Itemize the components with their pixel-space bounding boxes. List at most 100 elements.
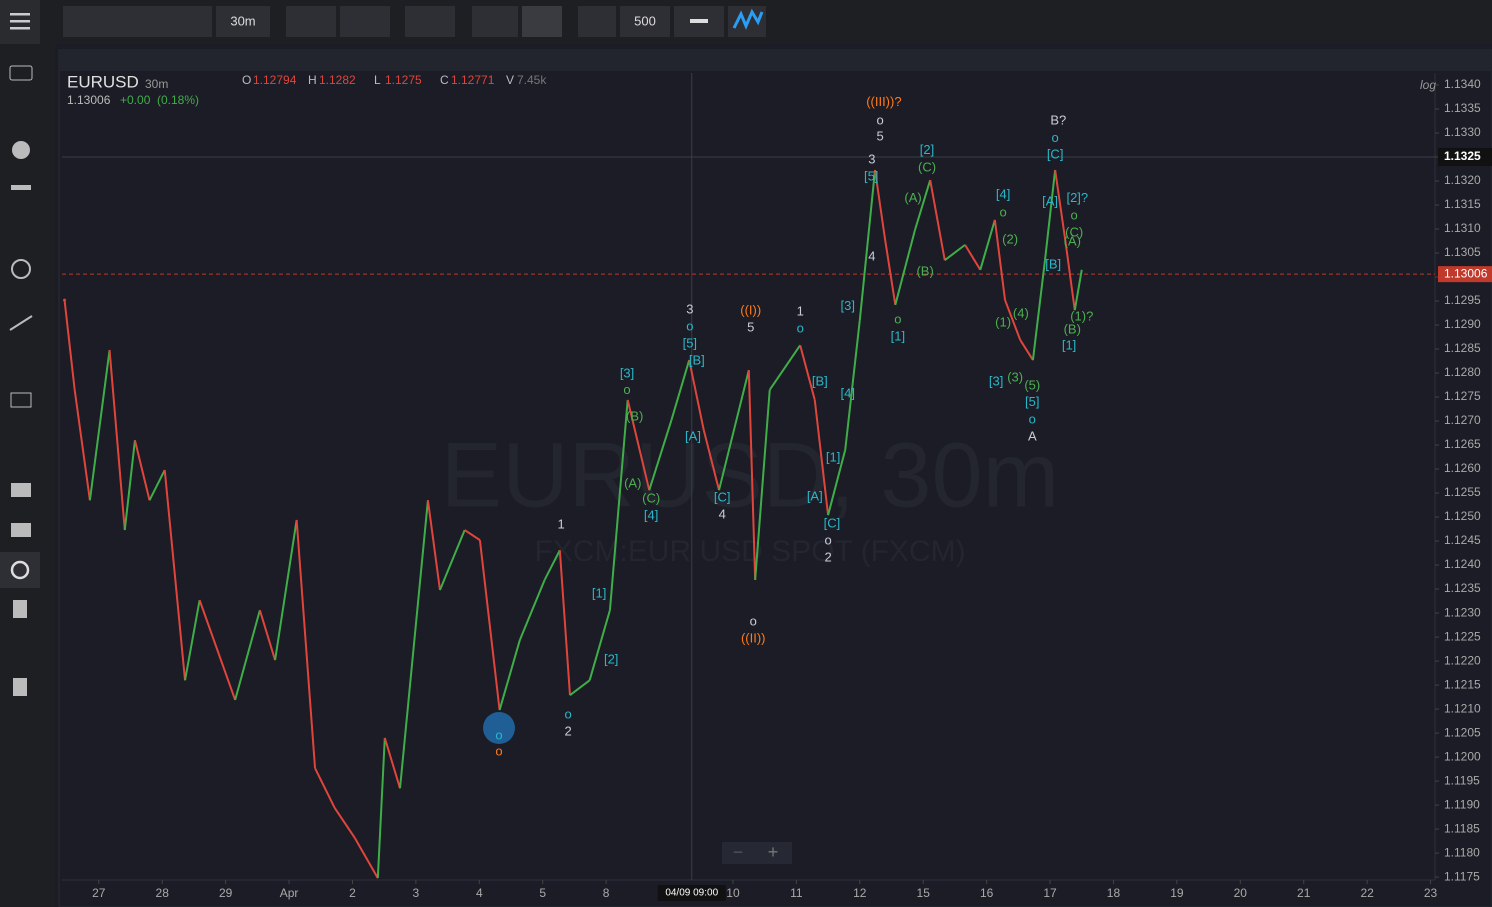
price-segment: [63, 299, 76, 390]
icon: [10, 13, 30, 16]
y-tick-label: 1.1315: [1444, 197, 1481, 211]
tool[interactable]: [13, 600, 27, 618]
wave-label: ((II)): [741, 630, 766, 645]
x-tick-label: 3: [413, 886, 420, 900]
wave-label: [C]: [824, 516, 841, 531]
x-tick-label: 16: [980, 886, 994, 900]
y-tick-label: 1.1185: [1444, 821, 1480, 835]
price-segment: [1004, 299, 1022, 341]
y-tick-label: 1.1320: [1444, 173, 1481, 187]
x-tick-label: 21: [1297, 886, 1311, 900]
price-segment: [163, 469, 187, 681]
symbol-interval: 30m: [145, 77, 168, 91]
y-tick-label: 1.1240: [1444, 557, 1481, 571]
price-segment: [123, 440, 136, 531]
wave-label: [3]: [841, 298, 855, 313]
candle-button[interactable]: [286, 6, 336, 37]
tool[interactable]: [10, 392, 32, 408]
y-tick-label: 1.1340: [1444, 77, 1481, 91]
watermark-sub: FXCM:EUR USD SPOT (FXCM): [534, 535, 965, 568]
zoom-controls[interactable]: [722, 842, 792, 864]
wave-label: o: [876, 112, 883, 127]
wave-label: 5: [876, 128, 883, 143]
chart-type-button[interactable]: [340, 6, 390, 37]
icon: [732, 8, 764, 30]
wave-label: (1): [995, 315, 1011, 330]
link-button[interactable]: [522, 6, 562, 37]
tool[interactable]: [11, 483, 31, 497]
wave-label: o: [623, 382, 630, 397]
price-segment: [754, 389, 771, 581]
panel-header: [60, 51, 1492, 71]
tool[interactable]: [9, 315, 33, 331]
last-price-box: [1438, 266, 1492, 283]
x-tick-label: 29: [219, 886, 233, 900]
tool[interactable]: [11, 523, 31, 537]
wave-label: o: [1071, 207, 1078, 222]
y-tick-label: 1.1260: [1444, 461, 1481, 475]
wave-label: (1)?: [1070, 308, 1093, 323]
ohlc-value: 1.12771: [451, 73, 495, 87]
y-tick-label: 1.1245: [1444, 533, 1481, 547]
tool[interactable]: [9, 65, 33, 81]
symbol-search[interactable]: [63, 6, 212, 37]
wave-label: (B): [626, 409, 643, 424]
bars-button[interactable]: [620, 6, 670, 37]
x-tick-label: 11: [790, 886, 803, 900]
zoom-in[interactable]: +: [768, 842, 779, 862]
price-segment: [426, 500, 441, 591]
price-segment: [1019, 339, 1034, 361]
tool[interactable]: [0, 552, 40, 588]
wave-label: [A]: [1042, 194, 1058, 209]
price-segment: [588, 609, 611, 681]
price-segment: [608, 399, 629, 611]
tool[interactable]: [11, 259, 31, 279]
compare-button[interactable]: [472, 6, 518, 37]
tool[interactable]: [11, 185, 31, 190]
price-segment: [858, 169, 877, 321]
wave-label: [3]: [989, 374, 1003, 389]
y-tick-label: 1.1235: [1444, 581, 1481, 595]
price-segment: [498, 639, 521, 711]
x-tick-label: 5: [539, 886, 546, 900]
tool[interactable]: [12, 141, 30, 159]
price-segment: [894, 229, 916, 306]
icon: [690, 19, 708, 23]
crosshair-y-label: 1.1325: [1444, 149, 1481, 163]
wave-label: 1: [557, 517, 564, 532]
price-segment: [543, 549, 561, 581]
tool[interactable]: [13, 678, 27, 696]
wave-label: o: [824, 533, 831, 548]
y-tick-label: 1.1280: [1444, 365, 1481, 379]
wave-label: o: [686, 318, 693, 333]
indicators-button[interactable]: [405, 6, 455, 37]
last-price-label: 1.13006: [1444, 266, 1488, 280]
log-toggle[interactable]: log: [1420, 78, 1436, 92]
icon: [10, 20, 30, 23]
price-segment: [1073, 269, 1083, 311]
wave-label: o: [1000, 205, 1007, 220]
x-tick-label: 28: [156, 886, 170, 900]
ohlc-key: L: [374, 73, 381, 87]
tool-icons: [0, 65, 40, 696]
wave-label: ((III))?: [866, 94, 901, 109]
crosshair-x-box: [657, 885, 726, 901]
wave-label: ((I)): [740, 303, 761, 318]
price-segment: [688, 359, 705, 431]
y-tick-label: 1.1190: [1444, 797, 1480, 811]
wave-label: 1: [797, 304, 804, 319]
chart-panel: [58, 49, 1492, 907]
price-segment: [670, 359, 691, 421]
wave-label: [5]: [1025, 394, 1039, 409]
y-tick-label: 1.1225: [1444, 629, 1481, 643]
zoom-out[interactable]: −: [733, 842, 744, 862]
interval-button[interactable]: [216, 6, 270, 37]
symbol: EURUSD: [67, 72, 139, 91]
select-button[interactable]: [578, 6, 616, 37]
price-segment: [702, 429, 720, 491]
price-segment: [844, 320, 861, 450]
wave-label: [5]: [683, 336, 697, 351]
y-tick-label: 1.1330: [1444, 125, 1481, 139]
